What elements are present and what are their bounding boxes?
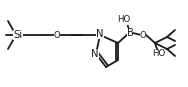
- Text: O: O: [54, 31, 60, 39]
- Text: O: O: [140, 31, 146, 39]
- Text: N: N: [96, 29, 104, 39]
- Text: N: N: [91, 49, 99, 59]
- Text: HO: HO: [117, 15, 131, 25]
- Text: Si: Si: [13, 30, 23, 40]
- Text: HO: HO: [152, 50, 166, 58]
- Text: B: B: [127, 28, 133, 38]
